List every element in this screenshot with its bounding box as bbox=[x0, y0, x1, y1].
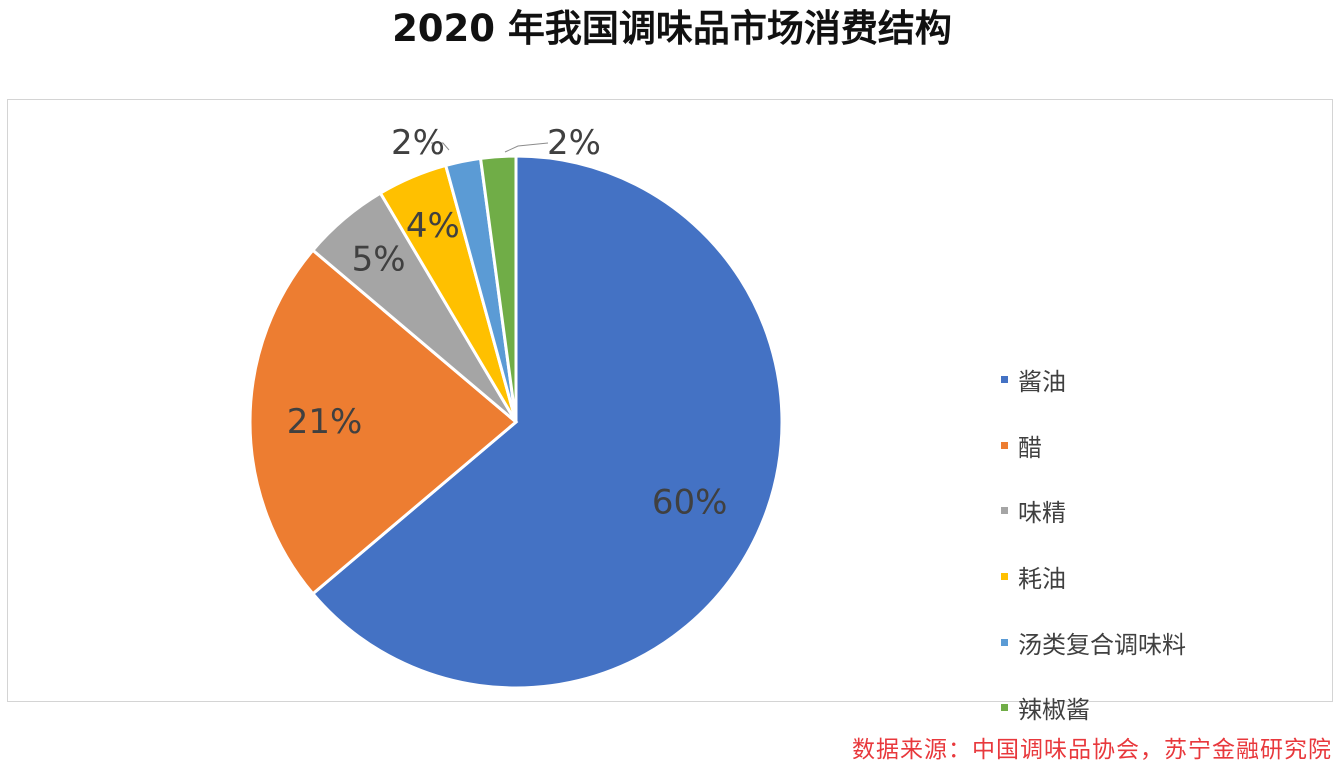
legend-item-5: 辣椒酱 bbox=[1001, 675, 1321, 741]
data-label-5: 2% bbox=[547, 123, 601, 163]
legend-label: 辣椒酱 bbox=[1018, 696, 1090, 725]
legend-item-3: 耗油 bbox=[1001, 544, 1321, 610]
data-label-3: 4% bbox=[406, 206, 460, 246]
data-label-4: 2% bbox=[391, 123, 445, 163]
legend-label: 汤类复合调味料 bbox=[1018, 630, 1186, 659]
chart-title: 2020 年我国调味品市场消费结构 bbox=[392, 7, 952, 50]
data-label-1: 21% bbox=[287, 402, 363, 442]
pie-slice-5 bbox=[478, 154, 518, 423]
data-label-2: 5% bbox=[352, 240, 406, 280]
data-label-0: 60% bbox=[652, 483, 728, 523]
legend-label: 味精 bbox=[1018, 499, 1066, 528]
legend-label: 醋 bbox=[1018, 433, 1042, 462]
legend-swatch bbox=[1001, 376, 1008, 384]
legend-swatch bbox=[1001, 704, 1008, 712]
legend-swatch bbox=[1001, 573, 1008, 581]
pie-slice-0 bbox=[310, 154, 784, 690]
pie-slice-1 bbox=[248, 248, 519, 596]
legend-item-2: 味精 bbox=[1001, 478, 1321, 544]
legend: 酱油醋味精耗油汤类复合调味料 辣椒酱 bbox=[1001, 347, 1321, 741]
leader-line-5 bbox=[504, 142, 549, 153]
legend-swatch bbox=[1001, 507, 1008, 515]
legend-label: 耗油 bbox=[1018, 565, 1066, 594]
legend-swatch bbox=[1001, 441, 1008, 449]
pie-chart: 60% 21% 5%4% 2% 2% bbox=[248, 123, 784, 690]
chart-area: 60% 21% 5% 4% 2% 2% 酱油醋味精耗油汤类复合调味料 辣椒酱 bbox=[7, 99, 1333, 724]
legend-item-1: 醋 bbox=[1001, 413, 1321, 479]
legend-swatch bbox=[1001, 638, 1008, 646]
legend-label: 酱油 bbox=[1018, 368, 1066, 397]
legend-item-4: 汤类复合调味料 bbox=[1001, 609, 1321, 675]
source-note: 数据来源：中国调味品协会，苏宁金融研究院 bbox=[852, 737, 1332, 763]
leader-line-4 bbox=[431, 142, 450, 151]
legend-item-0: 酱油 bbox=[1001, 347, 1321, 413]
